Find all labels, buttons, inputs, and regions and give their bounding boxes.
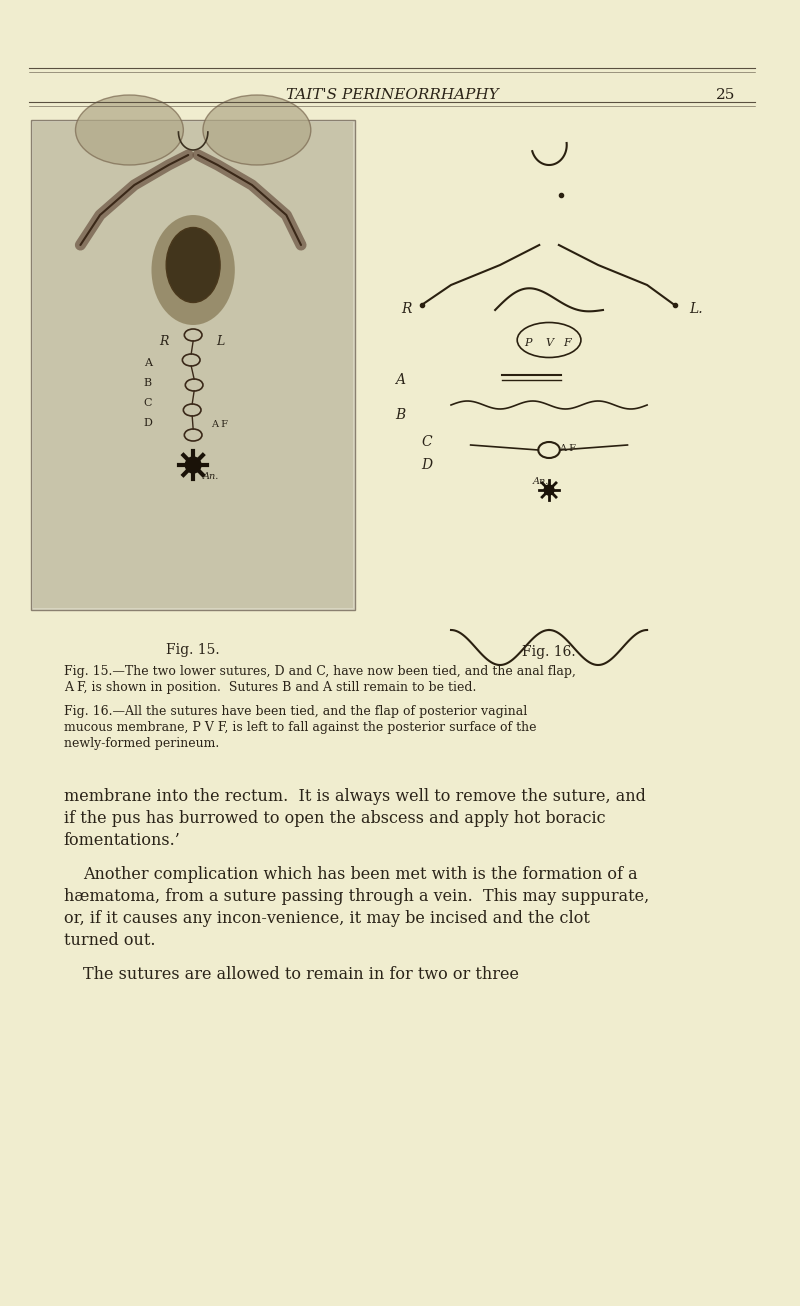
Text: A: A xyxy=(144,358,152,368)
Text: fomentations.’: fomentations.’ xyxy=(64,832,181,849)
Text: F: F xyxy=(563,338,570,347)
Text: An.: An. xyxy=(533,477,550,486)
Text: C: C xyxy=(143,398,152,407)
Text: membrane into the rectum.  It is always well to remove the suture, and: membrane into the rectum. It is always w… xyxy=(64,788,646,804)
Text: A: A xyxy=(395,374,405,387)
Text: R: R xyxy=(402,302,412,316)
Circle shape xyxy=(544,485,554,495)
Text: if the pus has burrowed to open the abscess and apply hot boracic: if the pus has burrowed to open the absc… xyxy=(64,810,606,827)
Bar xyxy=(31,120,355,610)
Text: TAIT'S PERINEORRHAPHY: TAIT'S PERINEORRHAPHY xyxy=(286,88,498,102)
Text: 25: 25 xyxy=(716,88,735,102)
Text: Fig. 16.—All the sutures have been tied, and the flap of posterior vaginal: Fig. 16.—All the sutures have been tied,… xyxy=(64,705,527,718)
Text: L.: L. xyxy=(690,302,703,316)
Text: Fig. 15.: Fig. 15. xyxy=(166,643,220,657)
Text: Fig. 15.—The two lower sutures, D and C, have now been tied, and the anal flap,: Fig. 15.—The two lower sutures, D and C,… xyxy=(64,665,576,678)
Text: V: V xyxy=(545,338,553,347)
Bar xyxy=(34,121,353,609)
Text: B: B xyxy=(395,407,405,422)
Text: B: B xyxy=(144,377,152,388)
Text: A F: A F xyxy=(211,421,228,428)
Text: newly-formed perineum.: newly-formed perineum. xyxy=(64,737,219,750)
Text: hæmatoma, from a suture passing through a vein.  This may suppurate,: hæmatoma, from a suture passing through … xyxy=(64,888,649,905)
Ellipse shape xyxy=(166,227,220,303)
Text: C: C xyxy=(421,435,432,449)
Text: D: D xyxy=(143,418,152,428)
Ellipse shape xyxy=(75,95,183,165)
Text: L: L xyxy=(217,336,225,347)
Text: The sutures are allowed to remain in for two or three: The sutures are allowed to remain in for… xyxy=(83,966,519,983)
Text: A F: A F xyxy=(559,444,576,453)
Text: mucous membrane, P V F, is left to fall against the posterior surface of the: mucous membrane, P V F, is left to fall … xyxy=(64,721,536,734)
Circle shape xyxy=(186,457,201,473)
Text: Another complication which has been met with is the formation of a: Another complication which has been met … xyxy=(83,866,638,883)
Text: D: D xyxy=(421,458,432,471)
Ellipse shape xyxy=(203,95,311,165)
Text: Fig. 16.: Fig. 16. xyxy=(522,645,576,660)
Text: turned out.: turned out. xyxy=(64,932,155,949)
Text: R: R xyxy=(159,336,169,347)
Ellipse shape xyxy=(151,215,235,325)
Text: or, if it causes any incon-venience, it may be incised and the clot: or, if it causes any incon-venience, it … xyxy=(64,910,590,927)
Text: A F, is shown in position.  Sutures B and A still remain to be tied.: A F, is shown in position. Sutures B and… xyxy=(64,680,476,693)
Text: An.: An. xyxy=(203,471,219,481)
Text: P: P xyxy=(524,338,531,347)
